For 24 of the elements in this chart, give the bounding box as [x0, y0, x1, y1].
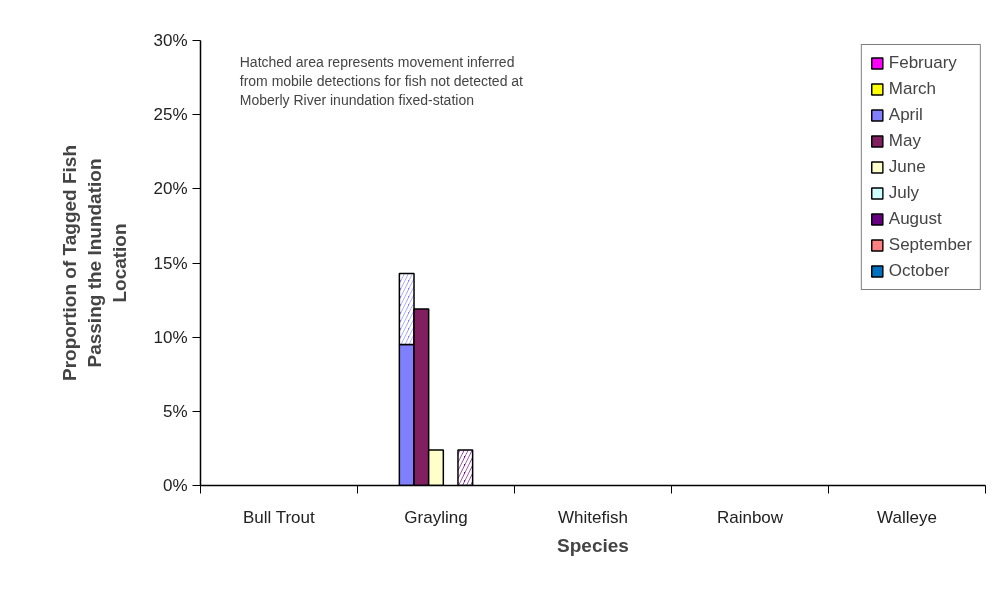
legend-label: May	[888, 131, 921, 151]
legend-label: June	[888, 157, 926, 177]
legend-label: October	[888, 261, 950, 281]
legend-label: August	[888, 209, 942, 229]
y-axis-title: Proportion of Tagged Fish Passing the Inundation Location	[59, 144, 131, 382]
y-tick-label: 15%	[153, 253, 188, 273]
x-tick-label: Whitefish	[558, 507, 628, 527]
legend-label: July	[888, 183, 920, 203]
legend-label: February	[888, 53, 957, 73]
annotation: Hatched area represents movement inferred from mobile detections for fish not detected at Moberly River inundation fixed-station	[239, 53, 524, 109]
legend-label: September	[888, 235, 972, 255]
legend-label: April	[888, 105, 923, 125]
y-tick-label: 30%	[153, 31, 188, 50]
x-tick-label: Grayling	[404, 507, 468, 527]
x-tick-label: Rainbow	[716, 507, 784, 527]
x-axis-title: Species	[557, 534, 629, 556]
x-tick-label: Walleye	[877, 507, 937, 527]
y-tick-label: 20%	[153, 179, 188, 199]
legend-label: March	[888, 79, 937, 99]
y-tick-label: 0%	[162, 476, 188, 495]
y-tick-label: 10%	[153, 327, 188, 347]
x-tick-label: Bull Trout	[242, 507, 316, 527]
y-tick-label: 5%	[162, 401, 188, 421]
y-tick-label: 25%	[153, 105, 188, 125]
